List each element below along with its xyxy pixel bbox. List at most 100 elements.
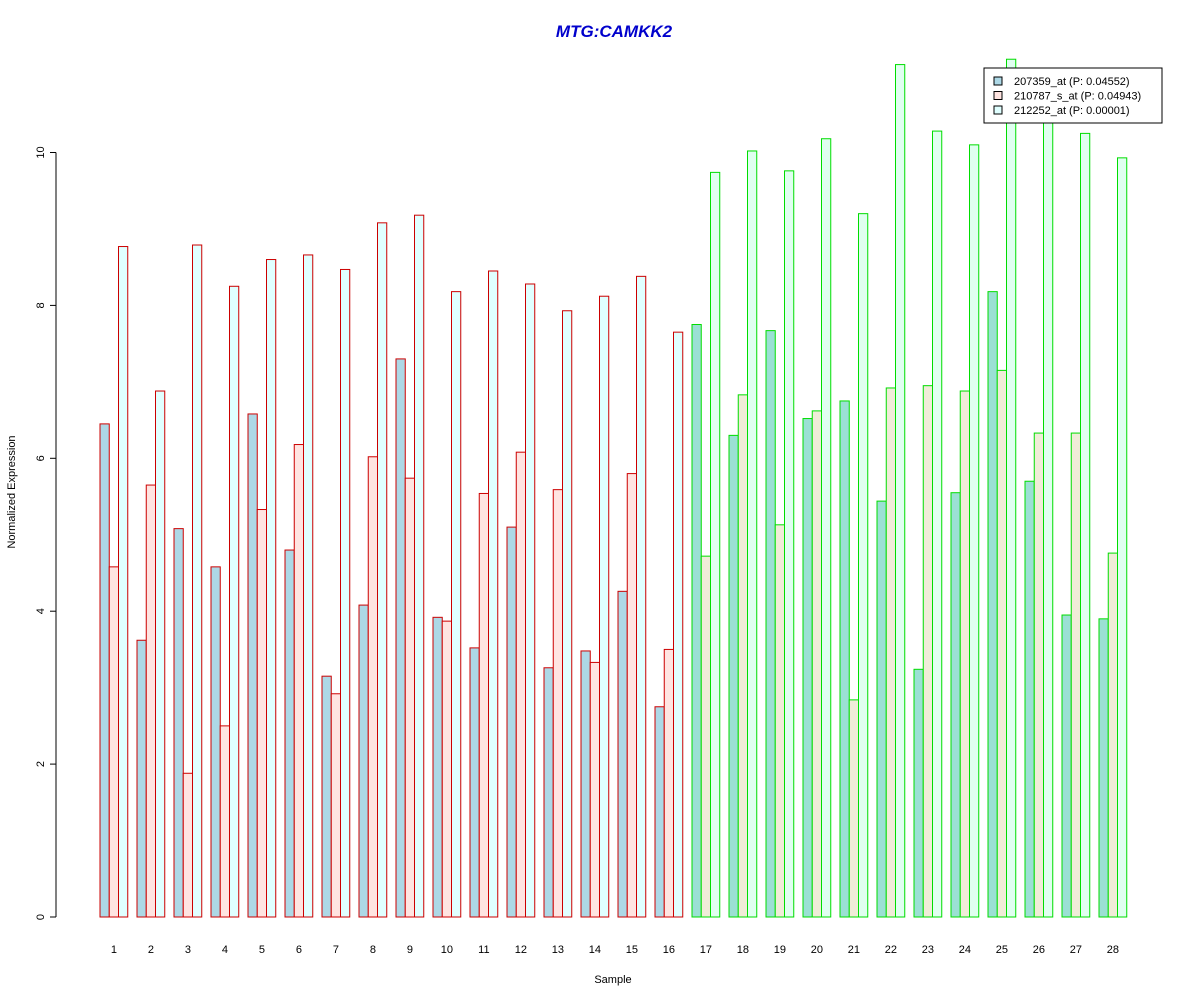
bar-sample-1-series-3 bbox=[118, 246, 129, 918]
x-tick-label: 3 bbox=[185, 944, 191, 956]
bar-sample-12-series-1 bbox=[506, 526, 517, 918]
bar-sample-9-series-1 bbox=[395, 358, 406, 918]
y-tick-label: 6 bbox=[35, 455, 47, 461]
bar-sample-10-series-2 bbox=[441, 620, 452, 918]
x-tick-label: 26 bbox=[1033, 944, 1045, 956]
bar-sample-2-series-2 bbox=[145, 484, 156, 918]
bar-sample-2-series-3 bbox=[155, 390, 166, 918]
bar-sample-24-series-2 bbox=[959, 390, 970, 918]
x-tick-label: 13 bbox=[552, 944, 564, 956]
x-axis-label: Sample bbox=[594, 974, 631, 986]
bar-sample-1-series-1 bbox=[99, 423, 110, 918]
bar-sample-15-series-1 bbox=[617, 590, 628, 918]
bar-sample-6-series-3 bbox=[303, 254, 314, 918]
bar-sample-17-series-1 bbox=[691, 324, 702, 918]
x-tick-label: 6 bbox=[296, 944, 302, 956]
bar-sample-28-series-3 bbox=[1117, 157, 1128, 918]
x-tick-label: 1 bbox=[111, 944, 117, 956]
y-axis: 0 2 4 6 8 10 bbox=[35, 146, 57, 920]
chart-title: MTG:CAMKK2 bbox=[556, 22, 673, 41]
x-tick-label: 5 bbox=[259, 944, 265, 956]
x-axis-tick-labels: 1 2 3 4 5 6 7 8 9 10 11 12 13 14 15 16 17 18 19 20 21 22 23 24 2… bbox=[111, 944, 1119, 956]
bar-sample-10-series-3 bbox=[451, 291, 462, 918]
legend-swatch-2 bbox=[993, 91, 1003, 100]
bar-sample-16-series-3 bbox=[673, 331, 684, 918]
bar-sample-26-series-1 bbox=[1024, 480, 1035, 918]
bar-sample-8-series-3 bbox=[377, 222, 388, 918]
bar-sample-5-series-1 bbox=[247, 413, 258, 918]
x-tick-label: 11 bbox=[478, 944, 489, 956]
bar-sample-23-series-3 bbox=[932, 130, 943, 918]
bar-sample-25-series-2 bbox=[996, 369, 1007, 918]
bar-sample-17-series-3 bbox=[710, 171, 721, 918]
bar-sample-13-series-1 bbox=[543, 667, 554, 918]
x-tick-label: 12 bbox=[515, 944, 527, 956]
y-tick-label: 2 bbox=[35, 761, 47, 767]
bar-sample-22-series-1 bbox=[876, 500, 887, 918]
bar-sample-9-series-2 bbox=[404, 477, 415, 918]
bar-sample-27-series-3 bbox=[1080, 132, 1091, 918]
bar-sample-19-series-1 bbox=[765, 330, 776, 918]
legend-swatch-1 bbox=[993, 76, 1003, 86]
bar-sample-2-series-1 bbox=[136, 639, 147, 918]
bar-sample-6-series-2 bbox=[293, 444, 304, 918]
bar-sample-23-series-2 bbox=[922, 385, 933, 918]
bar-sample-11-series-3 bbox=[488, 270, 499, 918]
y-tick-label: 0 bbox=[35, 914, 47, 920]
y-tick-label: 4 bbox=[35, 608, 47, 614]
bar-sample-28-series-2 bbox=[1107, 552, 1118, 918]
bar-sample-5-series-3 bbox=[266, 259, 277, 918]
x-tick-label: 18 bbox=[737, 944, 749, 956]
bar-sample-15-series-2 bbox=[626, 473, 637, 918]
bar-sample-18-series-2 bbox=[737, 394, 748, 918]
x-tick-label: 16 bbox=[663, 944, 675, 956]
x-tick-label: 8 bbox=[370, 944, 376, 956]
x-tick-label: 4 bbox=[222, 944, 228, 956]
x-tick-label: 7 bbox=[333, 944, 339, 956]
bar-sample-12-series-2 bbox=[515, 451, 526, 918]
x-tick-label: 19 bbox=[774, 944, 786, 956]
bar-sample-11-series-1 bbox=[469, 647, 480, 918]
bar-sample-23-series-1 bbox=[913, 668, 924, 918]
x-tick-label: 27 bbox=[1070, 944, 1082, 956]
bar-sample-16-series-2 bbox=[663, 648, 674, 918]
x-tick-label: 21 bbox=[848, 944, 860, 956]
bar-sample-21-series-1 bbox=[839, 400, 850, 918]
bar-sample-24-series-1 bbox=[950, 492, 961, 918]
y-tick-label: 8 bbox=[35, 302, 47, 308]
x-tick-label: 24 bbox=[959, 944, 971, 956]
bar-series-group bbox=[99, 58, 1128, 918]
bar-sample-14-series-1 bbox=[580, 650, 591, 918]
bar-sample-18-series-1 bbox=[728, 434, 739, 918]
bar-sample-8-series-1 bbox=[358, 604, 369, 918]
legend: 207359_at (P: 0.04552) 210787_s_at (P: 0.… bbox=[983, 67, 1163, 124]
bar-sample-10-series-1 bbox=[432, 616, 443, 918]
bar-sample-13-series-3 bbox=[562, 310, 573, 918]
bar-sample-19-series-3 bbox=[784, 170, 795, 918]
bar-sample-22-series-2 bbox=[885, 387, 896, 918]
x-tick-label: 2 bbox=[148, 944, 154, 956]
x-tick-label: 23 bbox=[922, 944, 934, 956]
x-tick-label: 17 bbox=[700, 944, 712, 956]
bar-sample-14-series-3 bbox=[599, 295, 610, 918]
bar-sample-9-series-3 bbox=[414, 214, 425, 918]
bar-sample-3-series-2 bbox=[182, 772, 193, 918]
bar-sample-5-series-2 bbox=[256, 509, 267, 918]
bar-sample-7-series-2 bbox=[330, 693, 341, 918]
x-tick-label: 14 bbox=[589, 944, 601, 956]
legend-entry-1: 207359_at (P: 0.04552) bbox=[1014, 76, 1130, 88]
bar-sample-15-series-3 bbox=[636, 275, 647, 918]
legend-entry-3: 212252_at (P: 0.00001) bbox=[1014, 105, 1130, 117]
bar-sample-25-series-1 bbox=[987, 291, 998, 918]
bar-sample-20-series-2 bbox=[811, 410, 822, 918]
bar-sample-3-series-3 bbox=[192, 244, 203, 918]
bar-sample-16-series-1 bbox=[654, 706, 665, 918]
x-tick-label: 15 bbox=[626, 944, 638, 956]
bar-sample-27-series-2 bbox=[1070, 432, 1081, 918]
bar-sample-6-series-1 bbox=[284, 549, 295, 918]
bar-sample-21-series-3 bbox=[858, 213, 869, 918]
legend-entry-2: 210787_s_at (P: 0.04943) bbox=[1014, 91, 1141, 103]
bar-sample-7-series-1 bbox=[321, 675, 332, 918]
x-tick-label: 22 bbox=[885, 944, 897, 956]
